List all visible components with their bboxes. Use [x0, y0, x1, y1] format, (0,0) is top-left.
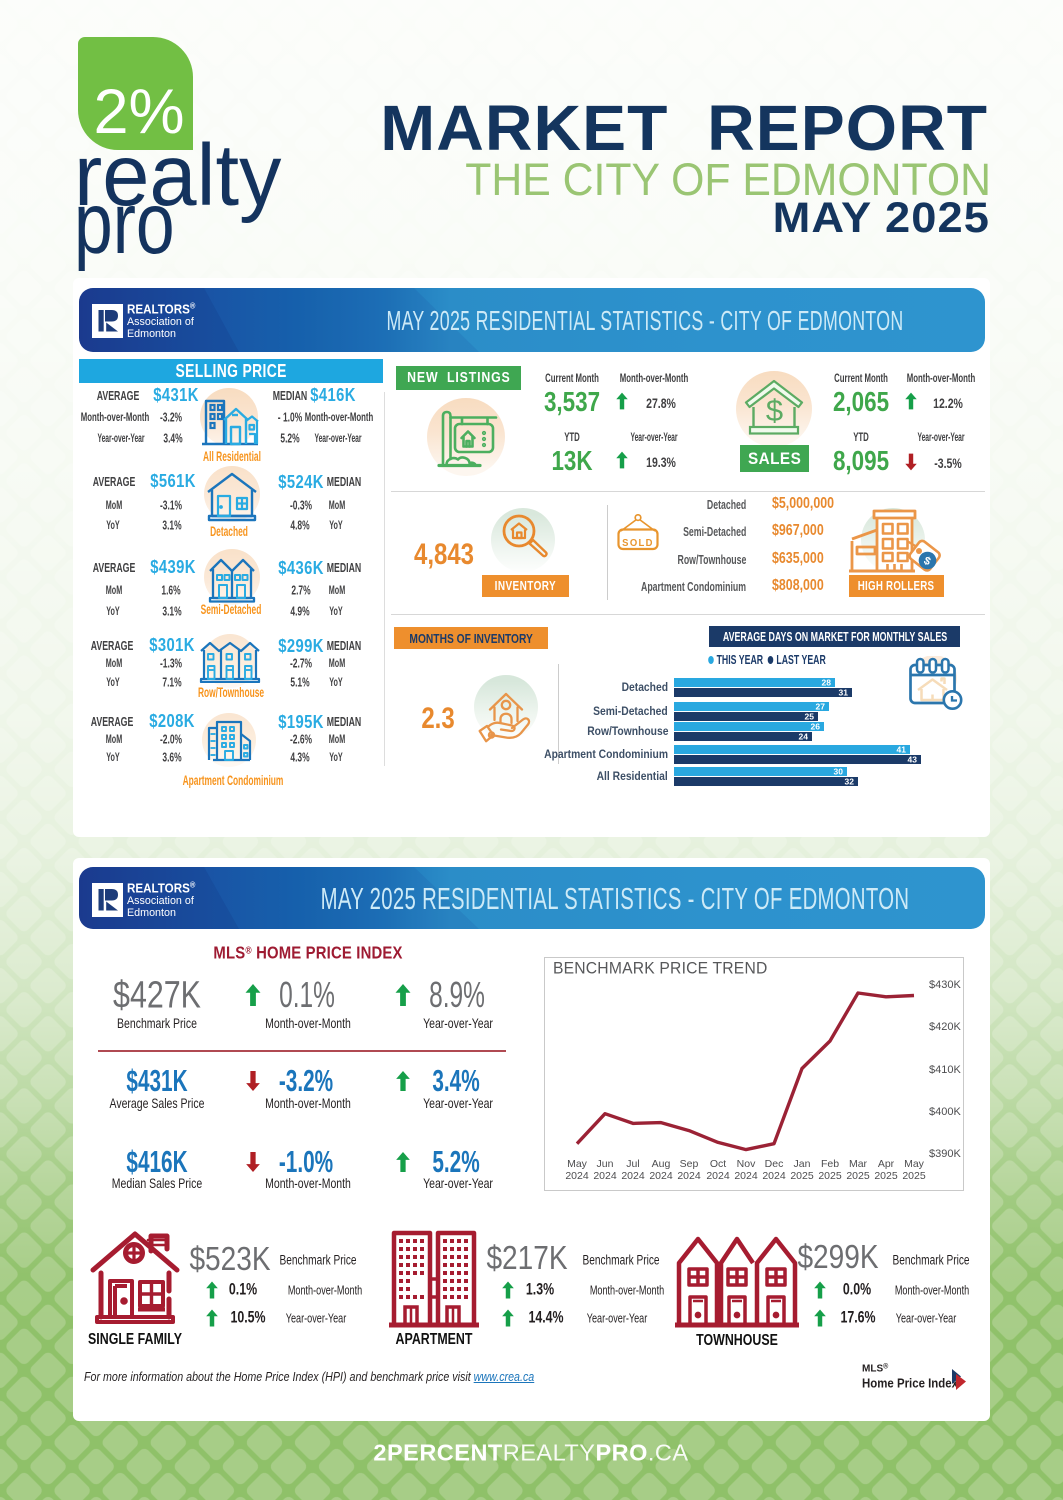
svg-text:Nov: Nov [737, 1158, 756, 1170]
svg-text:2025: 2025 [818, 1170, 842, 1182]
svg-text:27: 27 [816, 702, 826, 712]
svg-text:2025: 2025 [902, 1170, 926, 1182]
svg-text:$390K: $390K [929, 1148, 961, 1160]
svg-text:2025: 2025 [874, 1170, 898, 1182]
svg-text:$400K: $400K [929, 1106, 961, 1118]
svg-text:May: May [567, 1158, 588, 1170]
svg-text:2024: 2024 [565, 1170, 589, 1182]
svg-text:2024: 2024 [734, 1170, 758, 1182]
svg-text:Sep: Sep [680, 1158, 699, 1170]
svg-text:Dec: Dec [765, 1158, 784, 1170]
svg-text:32: 32 [845, 777, 855, 787]
svg-text:Jun: Jun [597, 1158, 614, 1170]
svg-text:2024: 2024 [593, 1170, 617, 1182]
svg-text:$430K: $430K [929, 979, 961, 991]
svg-text:2025: 2025 [846, 1170, 870, 1182]
svg-text:24: 24 [799, 732, 809, 742]
svg-text:May: May [904, 1158, 925, 1170]
svg-text:$420K: $420K [929, 1021, 961, 1033]
svg-text:Oct: Oct [710, 1158, 726, 1170]
svg-text:2024: 2024 [677, 1170, 701, 1182]
svg-text:2024: 2024 [706, 1170, 730, 1182]
svg-text:31: 31 [839, 688, 849, 698]
svg-text:25: 25 [805, 712, 815, 722]
svg-text:Mar: Mar [849, 1158, 868, 1170]
svg-text:2024: 2024 [762, 1170, 786, 1182]
svg-text:41: 41 [897, 745, 907, 755]
svg-text:2024: 2024 [649, 1170, 673, 1182]
svg-text:Jan: Jan [794, 1158, 811, 1170]
svg-text:Apr: Apr [878, 1158, 895, 1170]
svg-text:Feb: Feb [821, 1158, 839, 1170]
svg-text:Aug: Aug [652, 1158, 671, 1170]
svg-text:43: 43 [908, 755, 918, 765]
svg-text:$: $ [766, 393, 783, 428]
svg-text:Jul: Jul [626, 1158, 639, 1170]
svg-text:$410K: $410K [929, 1064, 961, 1076]
svg-text:2025: 2025 [790, 1170, 814, 1182]
svg-text:28: 28 [822, 678, 832, 688]
svg-text:26: 26 [811, 722, 821, 732]
svg-text:2024: 2024 [621, 1170, 645, 1182]
svg-text:30: 30 [834, 767, 844, 777]
svg-text:$: $ [922, 555, 933, 568]
